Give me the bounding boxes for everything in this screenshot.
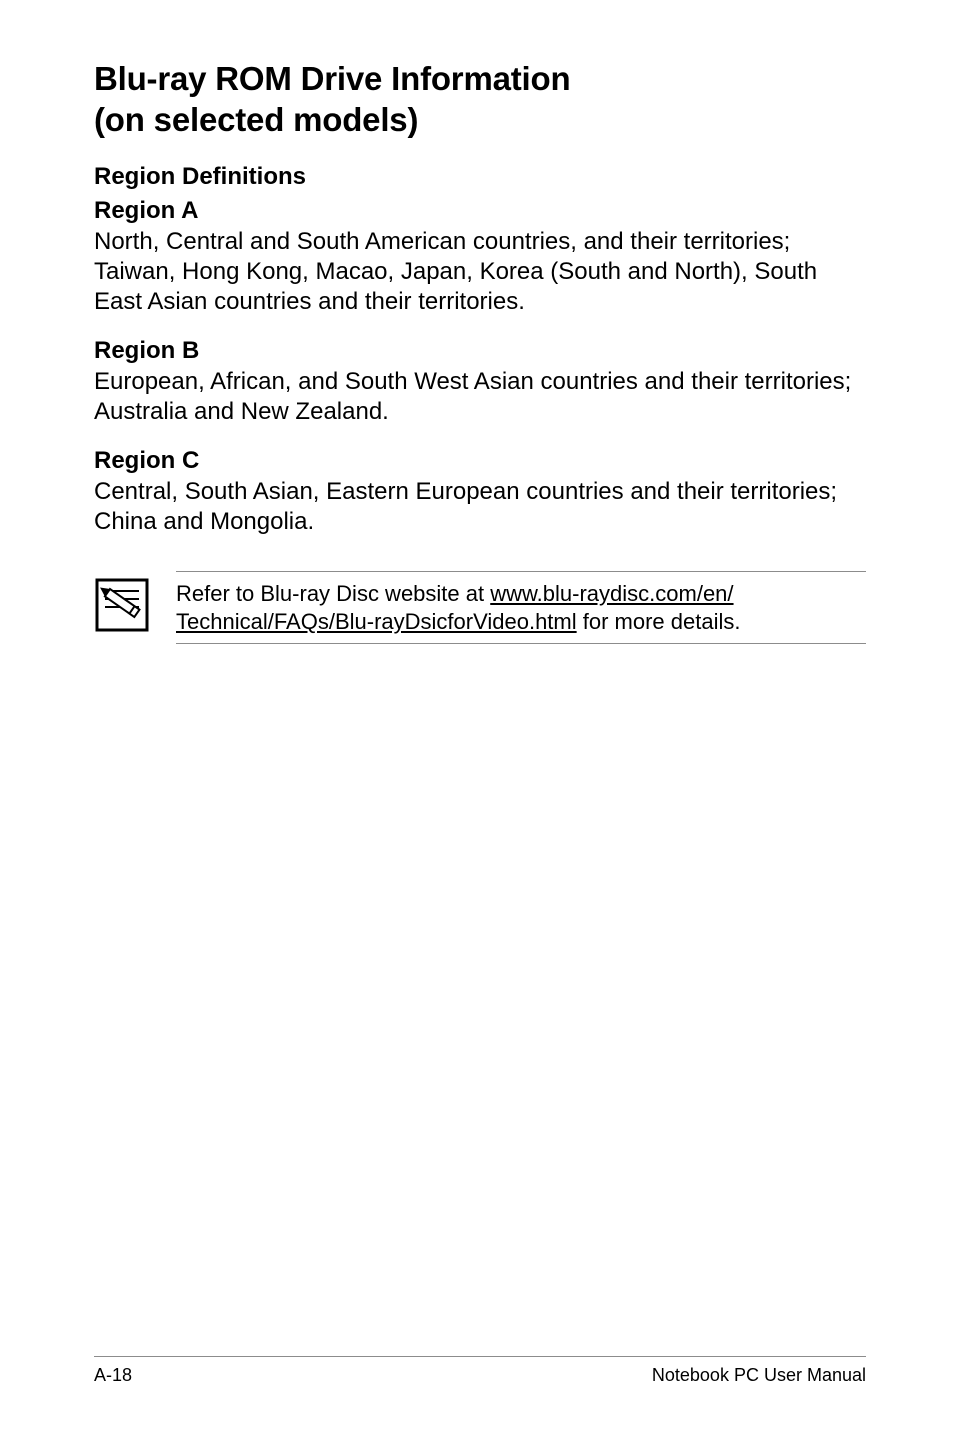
title-line-1: Blu-ray ROM Drive Information (94, 60, 570, 97)
footer-line: A-18 Notebook PC User Manual (94, 1365, 866, 1386)
footer-page-number: A-18 (94, 1365, 132, 1386)
footer-rule (94, 1356, 866, 1357)
note-text: Refer to Blu-ray Disc website at www.blu… (176, 580, 866, 637)
note-text-wrap: Refer to Blu-ray Disc website at www.blu… (176, 571, 866, 644)
region-c-heading: Region C (94, 447, 866, 475)
page-footer: A-18 Notebook PC User Manual (0, 1356, 954, 1386)
region-b-body: European, African, and South West Asian … (94, 367, 866, 427)
note: Refer to Blu-ray Disc website at www.blu… (94, 571, 866, 644)
page-title: Blu-ray ROM Drive Information (on select… (94, 58, 866, 141)
note-pre: Refer to Blu-ray Disc website at (176, 581, 490, 606)
section-heading: Region Definitions (94, 163, 866, 191)
note-link-2: Technical/FAQs/Blu-rayDsicforVideo.html (176, 609, 577, 634)
region-c-body: Central, South Asian, Eastern European c… (94, 477, 866, 537)
page: Blu-ray ROM Drive Information (on select… (0, 0, 954, 1438)
note-link-1: www.blu-raydisc.com/en/ (490, 581, 733, 606)
region-a-heading: Region A (94, 197, 866, 225)
title-line-2: (on selected models) (94, 101, 418, 138)
region-b-heading: Region B (94, 337, 866, 365)
note-post: for more details. (577, 609, 741, 634)
region-a-body: North, Central and South American countr… (94, 227, 866, 317)
footer-manual-title: Notebook PC User Manual (652, 1365, 866, 1386)
note-memo-icon (94, 577, 150, 633)
note-icon (94, 577, 150, 638)
